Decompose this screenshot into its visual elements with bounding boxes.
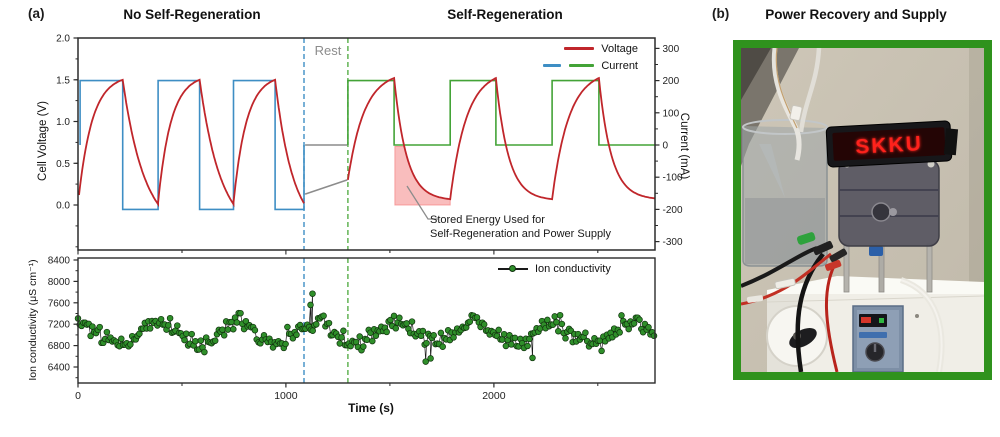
svg-text:2000: 2000 — [482, 390, 506, 402]
svg-text:6800: 6800 — [48, 341, 71, 352]
panel-b-label: (b) — [712, 6, 730, 21]
peristaltic-pump — [766, 276, 985, 373]
pump-control-panel — [852, 305, 904, 373]
svg-text:6400: 6400 — [48, 363, 71, 374]
current-axis-label: Current (mA) — [678, 112, 690, 180]
panel-b-title: Power Recovery and Supply — [765, 7, 947, 22]
ion-conductivity-chart: 8400 8000 7600 7200 6800 6400 0 1000 2000 — [48, 256, 658, 402]
svg-text:-300: -300 — [663, 237, 683, 248]
beaker — [742, 119, 828, 267]
black-wire — [740, 246, 818, 288]
voltage-current-chart: 2.0 1.5 1.0 0.5 0.0 300 200 100 0 -100 -200 -300 — [56, 34, 683, 255]
svg-text:100: 100 — [663, 108, 680, 119]
svg-text:0: 0 — [75, 390, 81, 402]
ion-conductivity-axis-label: Ion conductivity (μS cm⁻¹) — [27, 259, 39, 381]
svg-text:0.5: 0.5 — [56, 159, 70, 170]
green-dot-marker — [509, 265, 516, 272]
current-green-line-swatch — [569, 64, 595, 67]
legend-current-label: Current — [601, 59, 638, 72]
green-clip — [796, 232, 816, 245]
voltage-current-legend: Voltage Current — [478, 40, 638, 74]
time-axis-label: Time (s) — [348, 401, 394, 415]
power-setup-photo: SKKU — [740, 47, 985, 373]
panel-a-label: (a) — [28, 6, 45, 21]
svg-text:300: 300 — [663, 44, 680, 55]
ion-conductivity-marker-swatch — [498, 265, 528, 272]
led-display-text: SKKU — [855, 132, 924, 159]
tubing — [771, 47, 822, 161]
svg-text:7200: 7200 — [48, 320, 71, 331]
legend-entry-voltage: Voltage — [478, 40, 638, 57]
svg-text:1.5: 1.5 — [56, 75, 70, 86]
legend-entry-current: Current — [478, 57, 638, 74]
svg-text:200: 200 — [663, 76, 680, 87]
rest-label: Rest — [314, 43, 342, 58]
region-title-no-self-regeneration: No Self-Regeneration — [123, 7, 261, 22]
annotation-line-2: Self-Regeneration and Power Supply — [430, 227, 612, 240]
svg-text:-100: -100 — [663, 173, 683, 184]
cell-port — [871, 202, 891, 222]
svg-text:2.0: 2.0 — [56, 34, 70, 45]
current-blue-line-swatch — [543, 64, 562, 67]
legend-ion-conductivity-label: Ion conductivity — [535, 263, 611, 275]
svg-text:1.0: 1.0 — [56, 117, 70, 128]
svg-text:0.0: 0.0 — [56, 201, 70, 212]
svg-text:7600: 7600 — [48, 298, 71, 309]
legend-voltage-label: Voltage — [601, 42, 638, 55]
photo-frame: SKKU — [733, 40, 992, 380]
svg-text:-200: -200 — [663, 205, 683, 216]
wires-and-clips — [740, 232, 848, 373]
led-display: SKKU — [825, 120, 959, 168]
svg-text:8000: 8000 — [48, 277, 71, 288]
cell-voltage-axis-label: Cell Voltage (V) — [37, 101, 49, 181]
annotation-line-1: Stored Energy Used for — [430, 214, 545, 226]
white-connector — [774, 277, 796, 290]
black-clip — [812, 240, 834, 256]
region-title-self-regeneration: Self-Regeneration — [447, 7, 563, 22]
svg-text:1000: 1000 — [274, 390, 298, 402]
red-clip — [825, 260, 842, 271]
corner-shadow — [741, 48, 799, 166]
voltage-line-swatch — [564, 47, 595, 50]
ion-conductivity-legend: Ion conductivity — [498, 263, 611, 275]
svg-text:0: 0 — [663, 141, 669, 152]
stored-energy-annotation: Stored Energy Used for Self-Regeneration… — [430, 214, 611, 241]
svg-text:8400: 8400 — [48, 256, 71, 267]
